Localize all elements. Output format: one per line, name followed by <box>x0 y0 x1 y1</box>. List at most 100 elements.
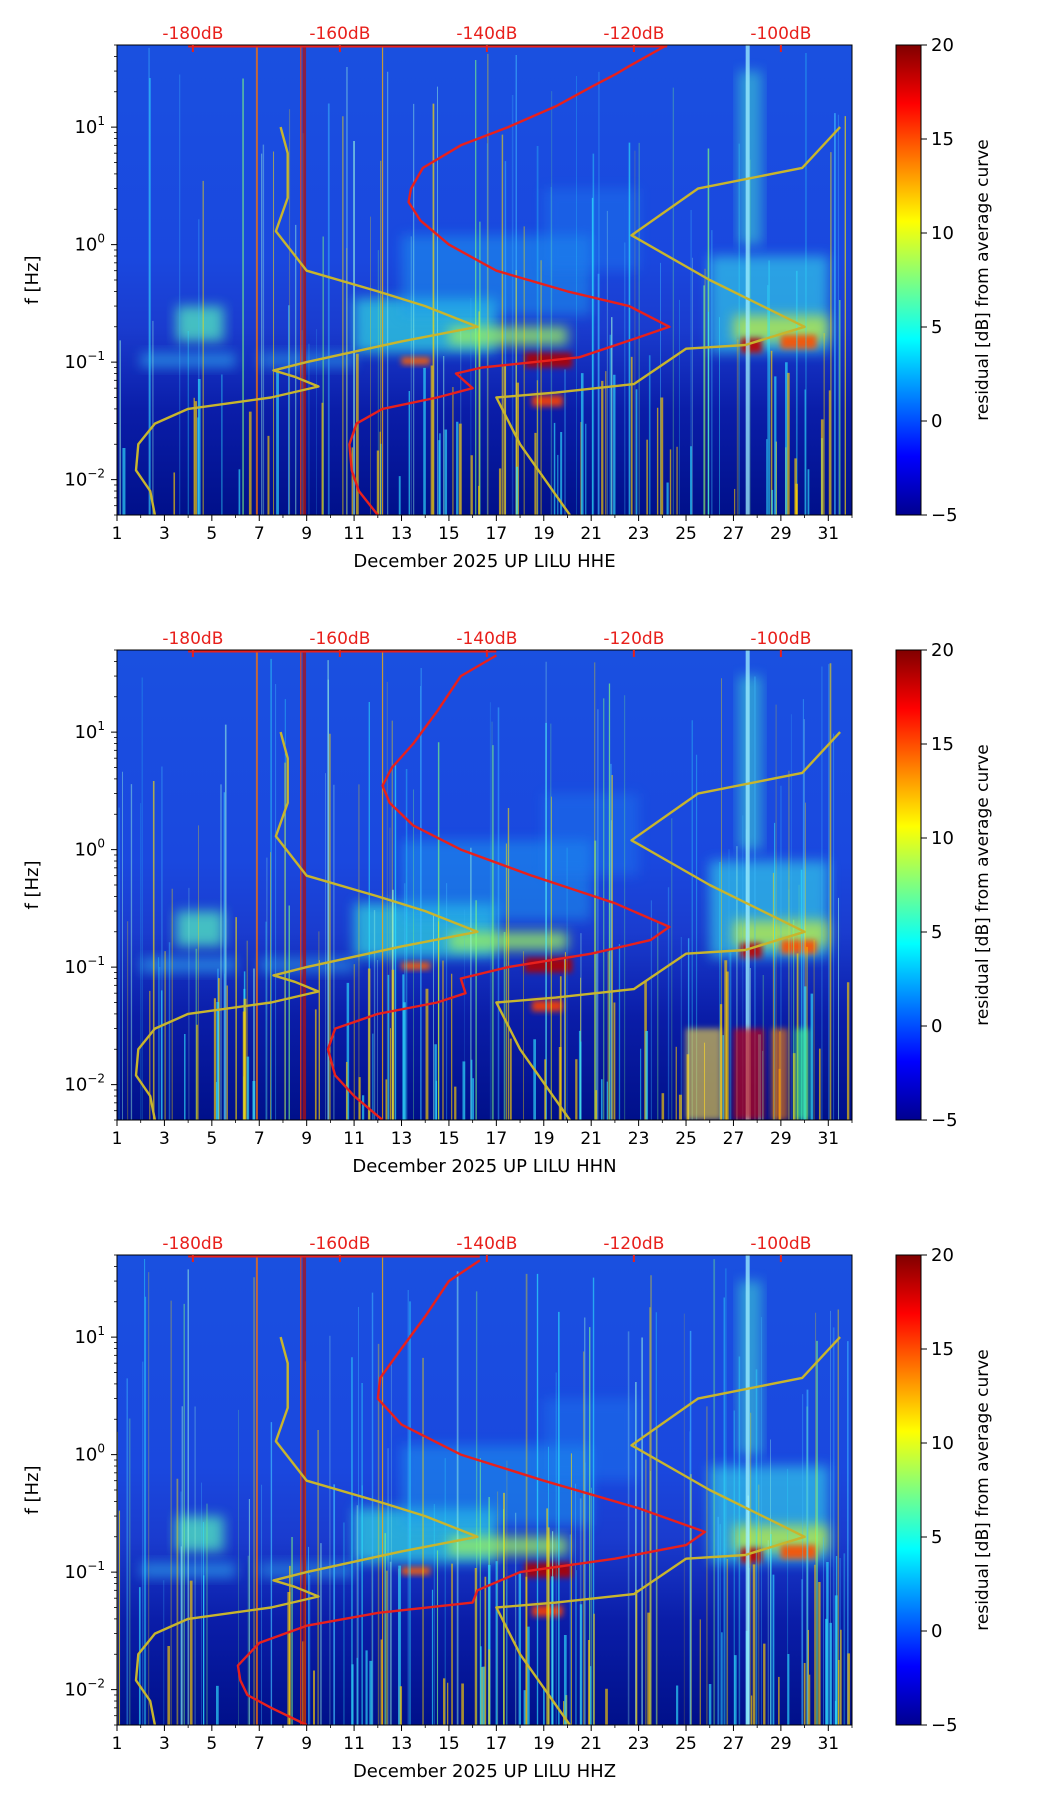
low-frequency-energy <box>771 1028 788 1120</box>
noise-model-curve <box>134 126 479 515</box>
colorbar-tick-label: 20 <box>931 640 954 661</box>
x-tick-label: 5 <box>206 1734 217 1754</box>
colorbar-tick-label: 20 <box>931 1245 954 1266</box>
noise-model-curve <box>495 731 841 1120</box>
noise-model-curve <box>134 1336 479 1725</box>
x-axis-label: December 2025 UP LILU HHZ <box>353 1761 616 1782</box>
x-tick-label: 15 <box>438 524 460 544</box>
colorbar-tick-label: 5 <box>931 1527 942 1548</box>
x-tick-label: 21 <box>580 524 602 544</box>
y-axis-label: f [Hz] <box>22 255 43 304</box>
x-tick-label: 25 <box>675 1129 697 1149</box>
db-tick-label: -180dB <box>162 1234 223 1254</box>
x-tick-label: 21 <box>580 1129 602 1149</box>
x-tick-label: 5 <box>206 524 217 544</box>
energy-region <box>738 71 762 245</box>
low-frequency-energy <box>733 1028 765 1120</box>
x-tick-label: 11 <box>343 1129 365 1149</box>
x-tick-label: 7 <box>254 1734 265 1754</box>
colorbar-tick-label: −5 <box>931 1715 958 1736</box>
x-tick-label: 23 <box>628 1734 650 1754</box>
colorbar-tick-label: −5 <box>931 1110 958 1131</box>
colorbar-label: residual [dB] from average curve <box>973 139 993 420</box>
x-tick-label: 15 <box>438 1734 460 1754</box>
y-tick-label: 101 <box>74 719 105 743</box>
energy-hotspot <box>401 357 430 365</box>
db-tick-label: -140dB <box>456 24 517 44</box>
energy-hotspot <box>780 335 817 349</box>
energy-region <box>543 793 639 876</box>
x-tick-label: 17 <box>486 524 508 544</box>
colorbar-tick-label: 10 <box>931 223 954 244</box>
db-tick-label: -140dB <box>456 629 517 649</box>
db-tick-label: -180dB <box>162 629 223 649</box>
colorbar-tick-label: 20 <box>931 35 954 56</box>
x-tick-label: 23 <box>628 1129 650 1149</box>
energy-region <box>176 911 224 947</box>
colorbar: 20 15 10 5 0 −5 residual [dB] from average cur… <box>895 640 993 1131</box>
colorbar-label: residual [dB] from average curve <box>973 1349 993 1630</box>
energy-hotspot <box>531 1000 563 1012</box>
y-tick-label: 101 <box>74 1324 105 1348</box>
x-tick-label: 13 <box>391 1129 413 1149</box>
y-tick-label: 10−2 <box>64 467 105 491</box>
energy-hotspot <box>780 1545 817 1559</box>
x-tick-label: 29 <box>770 1734 792 1754</box>
y-tick-label: 10−1 <box>64 954 105 978</box>
colorbar-tick-label: −5 <box>931 505 958 526</box>
x-tick-label: 27 <box>723 524 745 544</box>
x-tick-label: 19 <box>533 1129 555 1149</box>
x-tick-label: 31 <box>817 524 839 544</box>
colorbar-gradient <box>895 1254 922 1726</box>
x-tick-label: 19 <box>533 1734 555 1754</box>
x-tick-label: 11 <box>343 1734 365 1754</box>
energy-region <box>543 188 639 271</box>
x-tick-label: 25 <box>675 1734 697 1754</box>
x-tick-label: 29 <box>770 1129 792 1149</box>
x-tick-label: 17 <box>486 1734 508 1754</box>
x-tick-label: 1 <box>112 1129 123 1149</box>
y-tick-label: 10−2 <box>64 1677 105 1701</box>
x-tick-label: 7 <box>254 524 265 544</box>
colorbar-tick-label: 15 <box>931 129 954 150</box>
energy-region <box>738 676 762 850</box>
x-axis-label: December 2025 UP LILU HHE <box>353 551 615 572</box>
y-tick-label: 10−1 <box>64 349 105 373</box>
x-tick-label: 3 <box>159 524 170 544</box>
x-tick-label: 13 <box>391 524 413 544</box>
x-tick-label: 27 <box>723 1734 745 1754</box>
colorbar-gradient <box>895 649 922 1121</box>
heatmap-area <box>117 45 852 515</box>
energy-hotspot <box>401 1567 430 1575</box>
db-tick-label: -100dB <box>750 629 811 649</box>
average-psd-curve <box>236 1259 707 1725</box>
x-tick-label: 9 <box>301 524 312 544</box>
colorbar-tick-label: 0 <box>931 1016 942 1037</box>
noise-model-curve <box>495 126 841 515</box>
x-tick-label: 31 <box>817 1129 839 1149</box>
energy-region <box>176 306 224 342</box>
energy-hotspot <box>401 962 430 970</box>
x-tick-label: 5 <box>206 1129 217 1149</box>
colorbar-tick-label: 15 <box>931 1339 954 1360</box>
x-tick-label: 11 <box>343 524 365 544</box>
x-tick-label: 3 <box>159 1129 170 1149</box>
db-tick-label: -100dB <box>750 1234 811 1254</box>
energy-region <box>140 957 236 973</box>
energy-region <box>176 1516 224 1552</box>
noise-model-curve <box>134 731 479 1120</box>
y-tick-label: 101 <box>74 114 105 138</box>
colorbar-gradient <box>895 44 922 516</box>
average-psd-curve <box>326 654 671 1120</box>
db-tick-label: -100dB <box>750 24 811 44</box>
colorbar-tick-label: 0 <box>931 1621 942 1642</box>
x-tick-label: 17 <box>486 1129 508 1149</box>
db-tick-label: -160dB <box>309 24 370 44</box>
x-tick-label: 19 <box>533 524 555 544</box>
colorbar-tick-label: 5 <box>931 922 942 943</box>
energy-region <box>738 1281 762 1455</box>
